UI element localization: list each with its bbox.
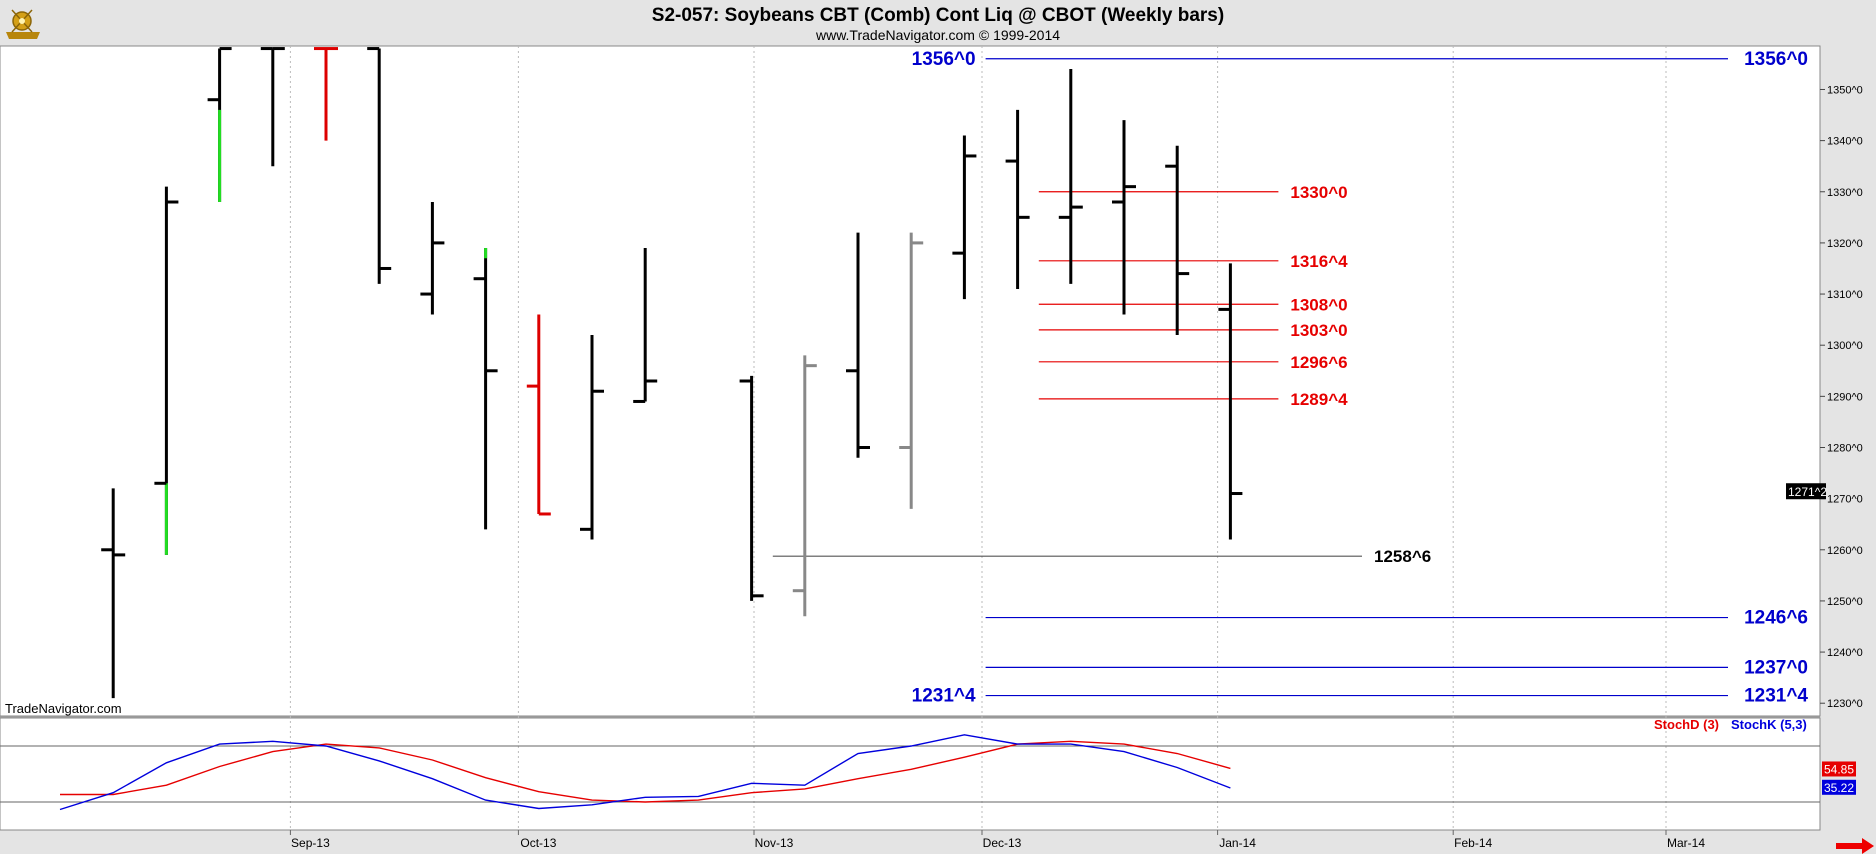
ohlc-bar: [154, 186, 179, 555]
stoch-value-tag: [1822, 761, 1856, 777]
y-tick-label: 1250^0: [1827, 596, 1863, 608]
level-label: 1296^6: [1290, 353, 1347, 372]
ohlc-bar: [367, 47, 392, 284]
level-label: 1303^0: [1290, 321, 1347, 340]
price-levels: 1356^0 1356^0 1246^6 1237^0 1231^4 1231^4 1330…: [772, 49, 1808, 707]
level-label: 1330^0: [1290, 183, 1347, 202]
stoch-series-line: [59, 734, 1231, 811]
ohlc-bar: [846, 232, 870, 458]
y-tick-label: 1230^0: [1827, 698, 1863, 710]
level-label: 1316^4: [1290, 252, 1348, 271]
stoch-plot-frame: [0, 717, 1821, 831]
level-label-right: 1237^0: [1744, 657, 1808, 678]
x-tick-label: Nov-13: [755, 836, 794, 850]
ohlc-bar: [739, 375, 764, 601]
ohlc-bar: [1058, 69, 1083, 284]
ohlc-bar: [420, 201, 445, 315]
stoch-value-label: 35.22: [1824, 781, 1854, 795]
ohlc-bar: [101, 488, 126, 699]
header-band: [0, 0, 1876, 46]
level-label-right: 1231^4: [1744, 686, 1808, 707]
y-tick-label: 1290^0: [1827, 391, 1863, 403]
x-tick-label: Mar-14: [1667, 836, 1705, 850]
ohlc-bar: [260, 47, 285, 167]
stoch-series-line: [60, 740, 1231, 803]
ohlc-bar: [792, 355, 817, 617]
x-tick-label: Dec-13: [983, 836, 1022, 850]
ohlc-bar: [1218, 263, 1243, 540]
stochastic-panel: 54.85 35.22: [0, 734, 1856, 811]
gridlines: [289, 46, 1667, 830]
y-tick-label: 1310^0: [1827, 289, 1863, 301]
level-label: 1289^4: [1290, 390, 1348, 409]
ohlc-bars: [101, 47, 1243, 699]
y-tick-label: 1260^0: [1827, 545, 1863, 557]
last-price-tag: 1271^2: [1786, 483, 1827, 500]
level-label-left: 1231^4: [912, 686, 976, 707]
x-tick-label: Oct-13: [520, 836, 556, 850]
chart-subtitle: www.TradeNavigator.com © 1999-2014: [815, 27, 1060, 43]
level-label-left: 1356^0: [912, 49, 976, 70]
y-tick-label: 1320^0: [1827, 238, 1863, 250]
ohlc-bar: [899, 232, 924, 509]
legend-stoch-d: StochD (3): [1654, 717, 1719, 732]
legend-stoch-k: StochK (5,3): [1731, 717, 1807, 732]
y-tick-label: 1270^0: [1827, 494, 1863, 506]
y-tick-label: 1300^0: [1827, 340, 1863, 352]
y-tick-label: 1330^0: [1827, 187, 1863, 199]
time-axis-band: [0, 830, 1876, 854]
stoch-value-label: 54.85: [1824, 762, 1854, 776]
time-axis: Sep-13 Oct-13 Nov-13 Dec-13 Jan-14 Feb-14 Mar-…: [289, 830, 1705, 850]
watermark: TradeNavigator.com: [5, 701, 122, 716]
trade-navigator-logo-icon: [6, 9, 40, 39]
y-tick-label: 1240^0: [1827, 647, 1863, 659]
scroll-right-arrow-icon[interactable]: [1836, 838, 1874, 854]
level-label: 1258^6: [1374, 547, 1431, 566]
y-tick-label: 1340^0: [1827, 136, 1863, 148]
level-label: 1308^0: [1290, 295, 1347, 314]
last-price-label: 1271^2: [1788, 485, 1827, 499]
stoch-value-tag: [1822, 779, 1856, 795]
ohlc-bar: [1005, 109, 1030, 289]
x-tick-label: Sep-13: [291, 836, 330, 850]
ohlc-bar: [314, 47, 338, 141]
ohlc-bar: [207, 47, 232, 202]
price-axis: 1230^0 1240^0 1250^0 1260^0 1270^0 1280^0 1290…: [1820, 84, 1863, 710]
ohlc-bar: [580, 334, 604, 540]
y-tick-label: 1280^0: [1827, 442, 1863, 454]
ohlc-bar: [526, 314, 551, 516]
x-tick-label: Feb-14: [1454, 836, 1492, 850]
level-label-right: 1356^0: [1744, 49, 1808, 70]
ohlc-bar: [633, 248, 658, 403]
ohlc-bar: [1112, 120, 1136, 315]
price-axis-band: [1820, 46, 1876, 854]
ohlc-bar: [473, 248, 498, 530]
x-tick-label: Jan-14: [1219, 836, 1256, 850]
ohlc-bar: [1165, 145, 1190, 335]
level-label-right: 1246^6: [1744, 608, 1808, 629]
chart-title: S2-057: Soybeans CBT (Comb) Cont Liq @ C…: [652, 5, 1224, 26]
ohlc-bar: [952, 135, 977, 300]
y-tick-label: 1350^0: [1827, 84, 1863, 96]
